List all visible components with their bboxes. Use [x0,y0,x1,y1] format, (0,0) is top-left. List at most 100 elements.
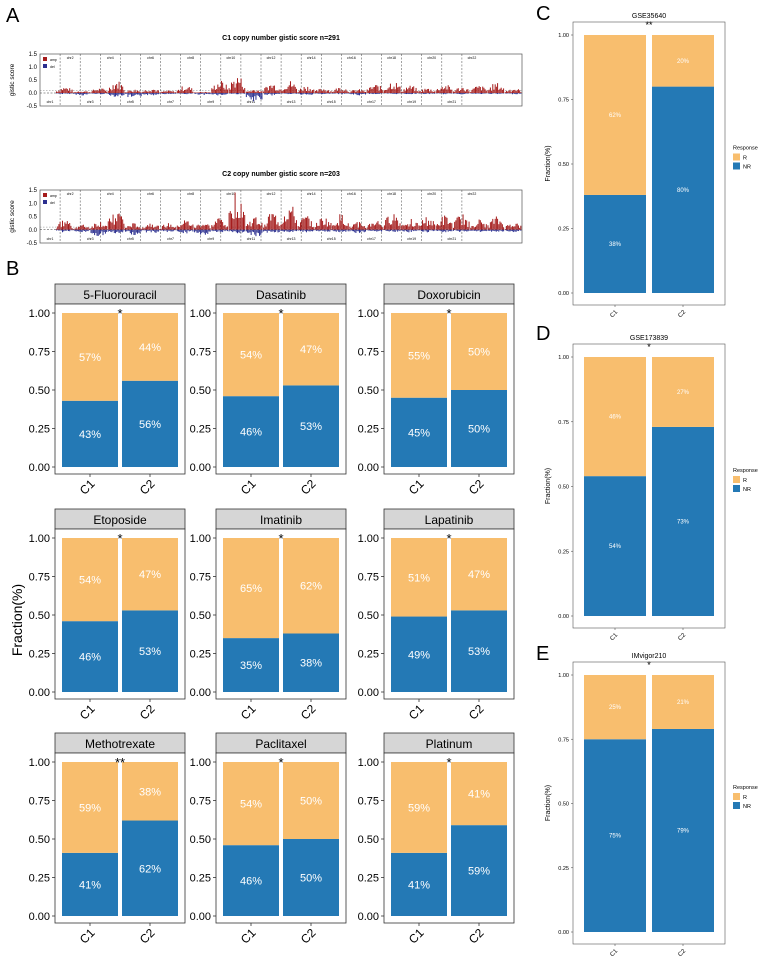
del-bar [206,229,208,233]
amp-bar [95,224,97,230]
chromosome-label: chr13 [287,100,296,104]
del-bar [509,229,511,232]
del-bar [442,229,444,232]
significance-marker: * [446,306,451,321]
amp-bar [164,91,166,93]
legend-del-swatch [43,64,47,68]
amp-bar [161,226,163,230]
amp-bar [117,214,119,230]
amp-bar [439,225,441,230]
amp-bar [107,221,109,230]
del-bar [253,93,255,102]
del-bar [60,229,62,231]
del-bar [307,229,309,231]
amp-bar [511,226,513,230]
del-bar [255,229,257,237]
amp-bar [404,224,406,230]
amp-bar [440,221,442,230]
amp-bar [285,89,287,93]
amp-bar [191,225,193,230]
amp-bar [446,89,448,93]
del-bar [208,229,210,232]
amp-bar [94,223,96,230]
del-bar [320,93,322,95]
del-bar [234,229,236,232]
amp-bar [484,227,486,230]
amp-bar [204,91,206,93]
del-bar [207,93,209,94]
del-bar [340,229,342,231]
chromosome-label: chr17 [367,100,376,104]
del-bar [475,229,477,231]
del-bar [59,93,61,94]
del-bar [491,229,493,232]
bar-r-label: 54% [240,350,262,362]
del-bar [280,229,282,231]
del-bar [154,229,156,233]
del-bar [127,229,129,231]
bar-r-label: 21% [677,700,690,706]
amp-bar [418,91,420,93]
del-bar [110,229,112,232]
amp-bar [59,91,61,93]
amp-bar [212,226,214,230]
y-tick-label: 0.50 [29,610,50,622]
amp-bar [259,92,261,93]
amp-bar [515,223,517,230]
del-bar [272,93,274,94]
del-bar [393,93,395,94]
amp-bar [341,89,343,93]
amp-bar [122,219,124,230]
del-bar [440,229,442,232]
del-bar [229,229,231,231]
amp-bar [463,90,465,93]
del-bar [392,229,394,232]
del-bar [76,93,78,94]
del-bar [171,93,173,94]
y-tick-label: 0.50 [558,802,569,808]
del-bar [322,229,324,231]
amp-bar [74,228,76,230]
amp-bar [514,226,516,230]
amp-bar [347,91,349,93]
amp-bar [494,218,496,230]
amp-bar [476,86,478,93]
y-axis-label: Fraction(%) [545,145,552,181]
del-bar [397,229,399,232]
del-bar [349,93,351,94]
amp-bar [176,225,178,230]
del-bar [363,229,365,233]
bar-r [451,313,507,390]
amp-bar [466,220,468,230]
del-bar [80,93,82,95]
amp-bar [263,227,265,230]
amp-bar [301,219,303,230]
amp-bar [478,219,480,230]
amp-bar [481,90,483,93]
del-bar [369,93,371,94]
y-tick-label: 1.00 [358,533,379,545]
del-bar [219,229,221,233]
amp-bar [468,91,470,93]
del-bar [386,229,388,232]
amp-bar [142,91,144,93]
del-bar [520,229,522,231]
del-bar [312,229,314,232]
del-bar [216,93,218,95]
del-bar [212,93,214,95]
del-bar [291,93,293,94]
amp-bar [360,91,362,93]
amp-bar [235,83,237,93]
amp-bar [336,91,338,93]
amp-bar [148,226,150,230]
del-bar [445,229,447,233]
del-bar [434,229,436,231]
amp-bar [120,85,122,93]
del-bar [467,93,469,94]
amp-bar [226,89,228,93]
amp-bar [401,226,403,230]
amp-bar [471,225,473,230]
amp-bar [473,227,475,230]
amp-bar [489,222,491,230]
del-bar [239,229,241,233]
